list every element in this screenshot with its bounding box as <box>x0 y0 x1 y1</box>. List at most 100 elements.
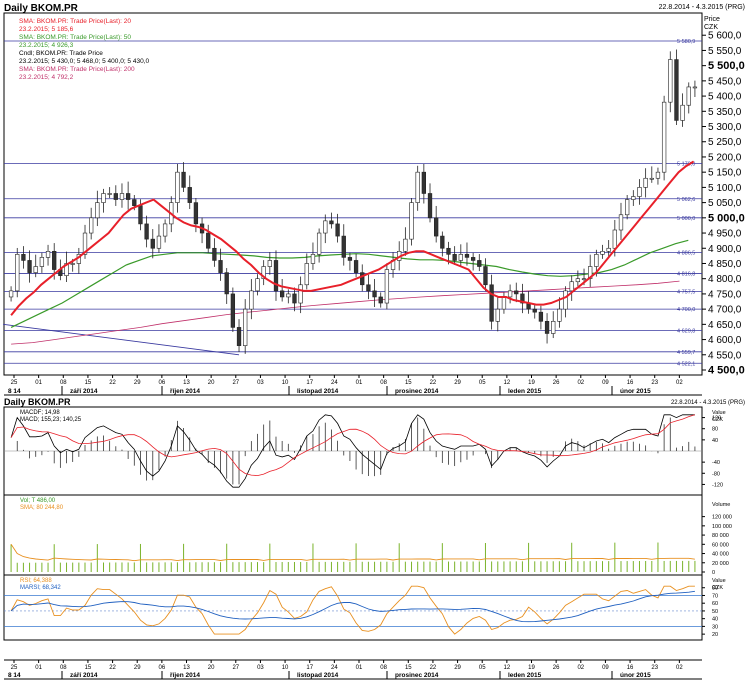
day-label: 25 <box>11 665 18 671</box>
day-label: 26 <box>553 380 560 386</box>
day-label: 13 <box>183 665 190 671</box>
candle-body <box>446 247 451 255</box>
legend-sma200-value: 23.2.2015; 4 792,2 <box>19 74 74 81</box>
candle-body <box>15 254 20 292</box>
day-label: 27 <box>232 665 239 671</box>
panel2-title: Daily BKOM.PR <box>4 397 71 407</box>
day-label: 09 <box>602 665 609 671</box>
price-axis-title: Price <box>704 16 720 23</box>
volume-panel-frame <box>3 494 703 576</box>
price-tick-label: 4 900,0 <box>708 244 742 255</box>
candle-body <box>249 290 254 310</box>
day-label: 08 <box>380 665 387 671</box>
price-tick-label: 4 700,0 <box>708 305 742 316</box>
candle-body <box>329 220 334 225</box>
level-label: 4 629,8 <box>677 328 695 334</box>
candle-body <box>224 272 229 295</box>
candle-body <box>594 254 599 267</box>
candle-body <box>267 260 272 267</box>
day-label: 29 <box>134 665 141 671</box>
chart-title: Daily BKOM.PR <box>4 3 79 14</box>
sma200-line <box>11 280 680 345</box>
day-label: 22 <box>109 665 116 671</box>
candle-body <box>477 260 482 267</box>
volume-bars <box>10 542 696 572</box>
price-tick-label: 4 750,0 <box>708 289 742 300</box>
day-label: 26 <box>553 665 560 671</box>
day-label: 01 <box>356 665 363 671</box>
volume-sma-line <box>10 544 695 562</box>
macd-signal-line <box>10 414 696 477</box>
day-label: 13 <box>183 380 190 386</box>
vol-legend-1: Vol; T 486,00 <box>20 498 56 504</box>
trendline <box>3 323 240 356</box>
volume-axis-ticks: 120 000 100 000 80 000 60 000 40 000 20 000 0 <box>702 515 732 576</box>
month-label: prosinec 2014 <box>395 388 439 395</box>
candle-body <box>458 254 463 261</box>
candle-body <box>255 278 260 292</box>
macd-axis-2: CZK <box>712 417 723 423</box>
candle-body <box>600 251 605 255</box>
rsi-tick-label: 50 <box>712 609 718 615</box>
price-tick-label: 5 300,0 <box>708 122 742 133</box>
candle-body <box>261 266 266 279</box>
day-label: 02 <box>577 380 584 386</box>
candle-body <box>495 308 500 322</box>
day-label: 03 <box>257 380 264 386</box>
candle-body <box>310 254 316 264</box>
price-tick-label: 5 500,0 <box>708 60 745 72</box>
day-label: 08 <box>60 380 67 386</box>
rsi-tick-label: 60 <box>712 601 718 607</box>
vol-legend-2: SMA; 80 244,80 <box>20 505 64 511</box>
candle-body <box>347 257 353 261</box>
price-axis-ticks: 4 500,0 4 550,0 4 600,0 4 650,0 4 700,0 4 750… <box>702 31 745 377</box>
price-tick-label: 5 150,0 <box>708 168 742 179</box>
candle-body <box>618 214 624 231</box>
day-label: 29 <box>454 665 461 671</box>
candle-body <box>27 260 32 273</box>
panel2-range: 22.8.2014 - 4.3.2015 (PRG) <box>671 400 745 406</box>
month-label: září 2014 <box>70 388 98 395</box>
legend-sma50-value: 23.2.2015; 4 926,3 <box>19 42 74 49</box>
candle-body <box>612 229 617 249</box>
price-tick-label: 5 100,0 <box>708 183 742 194</box>
price-tick-label: 5 550,0 <box>708 46 742 57</box>
day-label: 29 <box>454 380 461 386</box>
candle-body <box>280 290 285 298</box>
day-label: 10 <box>282 380 289 386</box>
candle-body <box>144 223 149 240</box>
day-label: 24 <box>331 665 338 671</box>
candle-body <box>514 290 519 295</box>
vol-axis: Volume <box>712 502 730 508</box>
candle-body <box>427 193 433 219</box>
candle-body <box>230 293 236 328</box>
candle-body <box>206 232 211 249</box>
day-label: 15 <box>405 665 412 671</box>
day-label: 17 <box>306 665 313 671</box>
candle-body <box>95 202 100 219</box>
day-label: 15 <box>85 380 92 386</box>
candle-body <box>335 223 340 237</box>
price-tick-label: 4 650,0 <box>708 320 742 331</box>
candle-body <box>70 263 75 265</box>
macd-tick-label: 120 <box>712 416 721 422</box>
candle-body <box>464 254 470 258</box>
price-tick-label: 5 200,0 <box>708 152 742 163</box>
candle-body <box>692 86 698 89</box>
month-label: 8 14 <box>8 388 21 395</box>
day-label: 20 <box>208 380 215 386</box>
candle-body <box>661 101 667 173</box>
candle-body <box>21 254 26 261</box>
day-label: 19 <box>528 665 535 671</box>
candle-body <box>606 247 611 252</box>
day-label: 22 <box>430 665 437 671</box>
price-tick-label: 5 250,0 <box>708 137 742 148</box>
candle-body <box>680 104 685 121</box>
price-legend: SMA: BKOM.PR: Trade Price(Last): 20 23.2… <box>19 18 149 81</box>
day-label: 01 <box>35 380 42 386</box>
day-label: 08 <box>380 380 387 386</box>
legend-sma50-label: SMA: BKOM.PR: Trade Price(Last): 50 <box>19 34 131 41</box>
level-label: 4 700,0 <box>677 307 695 313</box>
candle-body <box>125 193 131 200</box>
candle-body <box>686 86 691 106</box>
